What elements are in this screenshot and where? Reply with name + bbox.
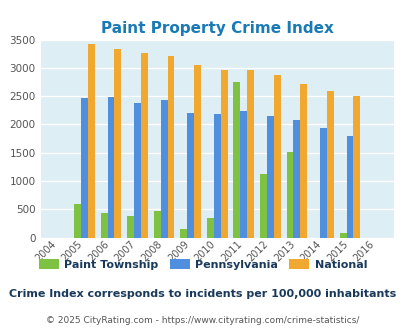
Bar [300,84,307,238]
Bar [293,120,300,238]
Bar [100,213,107,238]
Bar [286,152,293,238]
Title: Paint Property Crime Index: Paint Property Crime Index [100,21,333,36]
Bar [160,100,167,238]
Bar [81,98,87,238]
Bar [346,136,353,238]
Bar [153,211,160,238]
Bar [266,116,273,238]
Bar [187,113,194,238]
Bar [87,44,94,238]
Text: Crime Index corresponds to incidents per 100,000 inhabitants: Crime Index corresponds to incidents per… [9,289,396,299]
Bar [319,128,326,238]
Bar [259,174,266,238]
Bar [273,75,280,238]
Bar [353,96,360,238]
Bar [220,70,227,238]
Legend: Paint Township, Pennsylvania, National: Paint Township, Pennsylvania, National [34,255,371,274]
Bar [114,49,121,238]
Bar [247,70,254,238]
Bar [233,82,240,238]
Bar [134,103,141,238]
Bar [107,97,114,238]
Bar [213,114,220,238]
Bar [194,65,200,238]
Bar [74,204,81,238]
Bar [326,91,333,238]
Bar [339,233,346,238]
Text: © 2025 CityRating.com - https://www.cityrating.com/crime-statistics/: © 2025 CityRating.com - https://www.city… [46,316,359,325]
Bar [180,229,187,238]
Bar [240,112,247,238]
Bar [206,217,213,238]
Bar [141,53,147,238]
Bar [167,56,174,238]
Bar [127,215,134,238]
